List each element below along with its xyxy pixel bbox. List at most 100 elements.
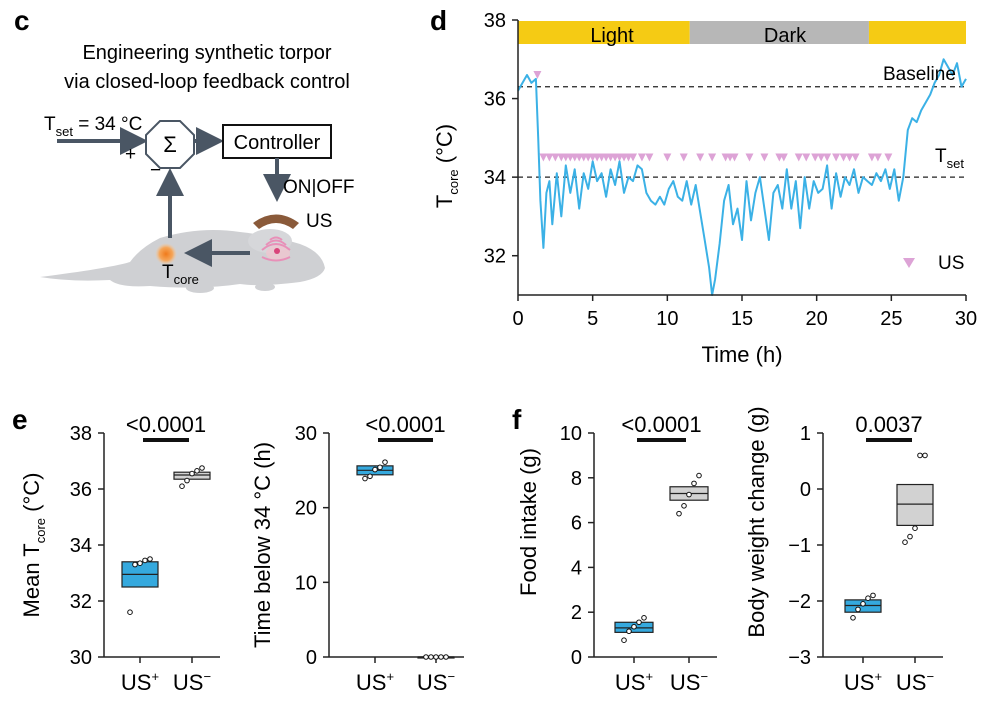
data-point (423, 654, 429, 660)
y-tick-label: 30 (70, 647, 92, 669)
tset-input-label: Tset = 34 °C (44, 114, 142, 139)
x-tick-label: 25 (880, 308, 902, 330)
us-marker (708, 153, 717, 162)
data-point (696, 472, 702, 479)
data-point (367, 473, 373, 480)
us-marker (823, 153, 832, 162)
us-marker (832, 153, 841, 162)
x-tick-label: US− (896, 669, 934, 695)
data-point (189, 470, 195, 477)
p-value: 0.0037 (855, 412, 922, 437)
us-marker (779, 153, 788, 162)
panel-c-title-line1: Engineering synthetic torpor (82, 42, 331, 64)
us-marker (867, 153, 876, 162)
band-3 (868, 21, 966, 44)
data-point (372, 466, 378, 473)
us-marker (730, 153, 739, 162)
data-point (194, 468, 200, 474)
controller-box (222, 124, 332, 159)
x-tick-label: US− (670, 669, 708, 695)
y-axis-label: Food intake (g) (516, 448, 541, 596)
us-marker (851, 153, 860, 162)
data-point (132, 561, 138, 568)
y-tick-label: −3 (788, 647, 811, 669)
us-marker (745, 153, 754, 162)
us-marker (663, 153, 672, 162)
y-tick-label: 0 (800, 479, 811, 501)
x-axis-label: Time (h) (701, 342, 782, 367)
data-point (912, 525, 918, 532)
panel-c-title-line2: via closed-loop feedback control (64, 71, 350, 93)
us-marker (884, 153, 893, 162)
y-tick-label: 6 (571, 513, 582, 535)
onoff-label: ON|OFF (283, 177, 354, 198)
data-point (691, 480, 697, 487)
data-point (621, 637, 627, 644)
band-1 (518, 21, 690, 44)
us-marker (817, 153, 826, 162)
dark-band-label: Dark (764, 25, 807, 47)
data-point (626, 628, 632, 635)
panel-d-label: d (430, 5, 447, 36)
p-value: <0.0001 (126, 412, 206, 437)
panel-c: c Engineering synthetic torpor via close… (14, 5, 354, 293)
panel-d: d Light Dark 32 34 36 38 0 5 10 15 20 25 30 Time (h… (430, 5, 977, 367)
band-2 (689, 21, 869, 44)
us-marker (845, 153, 854, 162)
panel-f-label: f (512, 404, 522, 435)
us-marker (637, 153, 646, 162)
x-tick-label: 0 (512, 308, 523, 330)
us-legend-label: US (938, 253, 964, 274)
data-point (907, 533, 913, 540)
panel-e-mean-tcore: 30 32 34 36 38 US+ US− <0.0001 Mean Tcore (°C) (19, 412, 220, 695)
us-marker (873, 153, 882, 162)
x-tick-label: US+ (615, 669, 653, 695)
x-tick-label: 5 (587, 308, 598, 330)
us-marker (545, 153, 554, 162)
y-axis-label: Body weight change (g) (744, 406, 769, 637)
us-legend-marker-icon (903, 258, 915, 268)
panel-c-label: c (14, 5, 30, 36)
data-point (902, 539, 908, 546)
us-marker (696, 153, 705, 162)
us-marker (679, 153, 688, 162)
us-marker (802, 153, 811, 162)
data-point (362, 475, 368, 482)
data-point (681, 503, 687, 509)
us-marker (794, 153, 803, 162)
y-tick-label: −2 (788, 591, 811, 613)
us-marker (645, 153, 654, 162)
data-point (676, 510, 682, 517)
us-focus-dot (274, 248, 280, 254)
data-point (382, 459, 388, 465)
box (896, 483, 934, 526)
y-tick-label: 8 (571, 468, 582, 490)
y-axis-label: Time below 34 °C (h) (250, 442, 275, 648)
panel-e-label: e (12, 404, 28, 435)
y-tick-label: 0 (571, 647, 582, 669)
us-marker (539, 153, 548, 162)
light-dark-bar (518, 21, 966, 44)
reference-lines (518, 86, 966, 178)
data-point (917, 452, 923, 459)
p-value: <0.0001 (621, 412, 701, 437)
data-point (870, 592, 876, 599)
x-tick-label: US+ (121, 669, 159, 695)
tcore-trace (517, 58, 967, 296)
data-point (438, 654, 444, 660)
tset-label: Tset (935, 146, 964, 171)
y-tick-label: 32 (484, 246, 506, 268)
us-transducer-icon (253, 214, 299, 229)
y-tick-label: −1 (788, 535, 811, 557)
y-tick-label: 0 (306, 647, 317, 669)
sum-symbol: Σ (163, 132, 177, 157)
us-label: US (306, 211, 332, 232)
x-tick-label: 15 (731, 308, 753, 330)
p-value: <0.0001 (365, 412, 445, 437)
light-band-label: Light (590, 25, 634, 47)
minus-sign: − (150, 160, 161, 181)
data-point (184, 477, 190, 484)
data-point (631, 623, 637, 630)
x-tick-label: 30 (955, 308, 977, 330)
y-tick-label: 20 (295, 498, 317, 520)
